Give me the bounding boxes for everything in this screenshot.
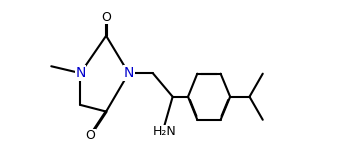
Text: N: N	[75, 66, 86, 80]
Text: O: O	[101, 11, 111, 24]
Text: H₂N: H₂N	[153, 125, 176, 138]
Text: N: N	[123, 66, 134, 80]
Text: O: O	[86, 129, 96, 142]
